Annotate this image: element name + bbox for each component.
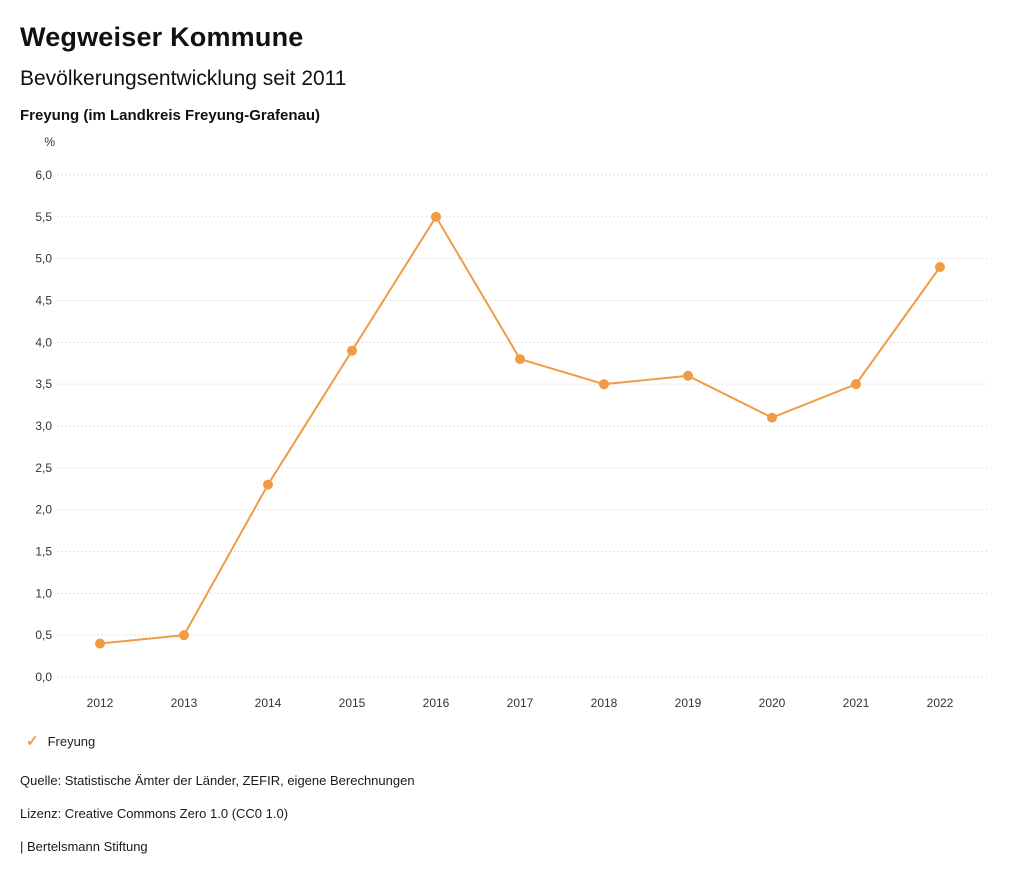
y-tick-label: 4,5 xyxy=(35,294,52,308)
y-tick-label: 2,5 xyxy=(35,461,52,475)
x-tick-label: 2015 xyxy=(339,696,366,710)
y-axis-unit-label: % xyxy=(44,135,55,149)
x-tick-label: 2019 xyxy=(675,696,702,710)
license-text: Lizenz: Creative Commons Zero 1.0 (CC0 1… xyxy=(20,806,289,821)
data-point[interactable] xyxy=(599,379,609,390)
y-tick-label: 3,0 xyxy=(35,419,52,433)
data-point[interactable] xyxy=(95,638,105,649)
chart-header: Wegweiser Kommune Bevölkerungsentwicklun… xyxy=(0,0,1024,124)
chart-title: Bevölkerungsentwicklung seit 2011 xyxy=(20,67,347,90)
x-tick-label: 2016 xyxy=(423,696,450,710)
data-point[interactable] xyxy=(935,262,945,273)
y-tick-label: 6,0 xyxy=(35,168,52,182)
data-point[interactable] xyxy=(263,479,273,490)
chart-canvas: % 0,0 0,5 1,0 1,5 2,0 2,5 3,0 3,5 4,0 4,5 5,0 5,5 6,0… xyxy=(35,135,990,710)
x-tick-label: 2014 xyxy=(255,696,282,710)
x-tick-label: 2021 xyxy=(843,696,870,710)
y-tick-label: 0,0 xyxy=(35,670,52,684)
chart-footer: Quelle: Statistische Ämter der Länder, Z… xyxy=(20,773,1024,854)
x-tick-label: 2012 xyxy=(87,696,114,710)
data-point[interactable] xyxy=(515,354,525,365)
data-point[interactable] xyxy=(683,370,693,381)
attribution-text: | Bertelsmann Stiftung xyxy=(20,839,148,854)
legend-check-icon[interactable]: ✓ xyxy=(26,733,39,750)
source-text: Quelle: Statistische Ämter der Länder, Z… xyxy=(20,773,415,788)
y-tick-label: 1,5 xyxy=(35,545,52,559)
x-tick-label: 2017 xyxy=(507,696,534,710)
data-point[interactable] xyxy=(347,345,357,356)
line-series xyxy=(99,215,941,645)
data-point[interactable] xyxy=(767,412,777,423)
y-tick-label: 4,0 xyxy=(35,335,52,349)
data-point[interactable] xyxy=(431,211,441,222)
y-tick-label: 0,5 xyxy=(35,628,52,642)
x-tick-label: 2022 xyxy=(927,696,954,710)
legend-series-label[interactable]: Freyung xyxy=(47,734,96,749)
chart-legend[interactable]: ✓ Freyung xyxy=(26,734,1024,749)
x-tick-label: 2013 xyxy=(171,696,198,710)
line-chart: % 0,0 0,5 1,0 1,5 2,0 2,5 3,0 3,5 4,0 4,5 5,0 5,5 6,0… xyxy=(0,130,1024,730)
data-point[interactable] xyxy=(179,630,189,641)
y-tick-label: 5,0 xyxy=(35,252,52,266)
chart-region-subtitle: Freyung (im Landkreis Freyung-Grafenau) xyxy=(20,107,321,124)
y-tick-label: 3,5 xyxy=(35,377,52,391)
page-title: Wegweiser Kommune xyxy=(20,22,304,52)
x-tick-label: 2020 xyxy=(759,696,786,710)
y-tick-label: 5,5 xyxy=(35,210,52,224)
y-tick-label: 1,0 xyxy=(35,586,52,600)
y-tick-label: 2,0 xyxy=(35,503,52,517)
data-point[interactable] xyxy=(851,379,861,390)
x-tick-label: 2018 xyxy=(591,696,618,710)
